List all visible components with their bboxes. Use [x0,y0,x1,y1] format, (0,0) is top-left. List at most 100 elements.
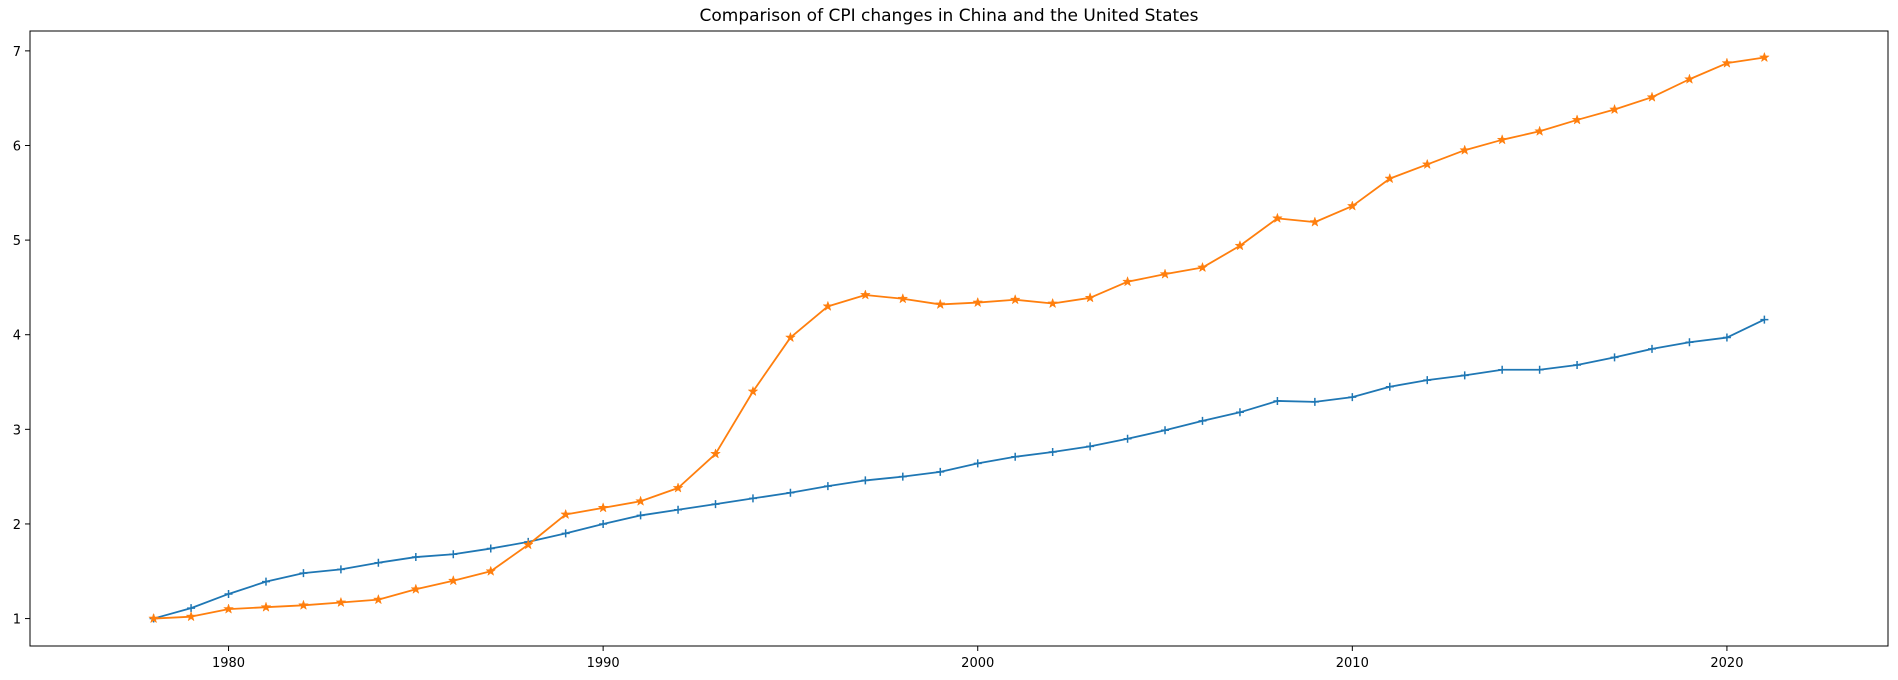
y-tick-label: 5 [13,234,21,249]
data-point [1123,434,1132,443]
data-point [784,331,796,343]
data-point [1273,396,1282,405]
y-tick-label: 2 [13,518,21,533]
data-point [711,500,720,509]
data-point [148,612,160,624]
data-point [1086,442,1095,451]
data-point [411,553,420,562]
data-point [823,482,832,491]
data-point [1459,144,1471,155]
x-tick-label: 2010 [1336,656,1369,671]
data-point [635,495,647,506]
series-line [153,56,1765,620]
data-point [674,505,683,514]
data-point [934,298,946,310]
data-point [1609,103,1621,115]
data-point [1234,240,1246,251]
data-point [936,467,945,476]
data-point [1384,172,1396,184]
data-point [1048,448,1057,457]
data-point [1047,297,1059,309]
data-point [1683,73,1695,84]
data-point [299,569,308,578]
data-point [336,565,345,574]
data-point [1346,200,1358,211]
data-point [1385,382,1394,391]
data-point [597,502,609,513]
data-point [561,529,570,538]
data-point [372,593,384,605]
data-point [1309,216,1321,227]
data-point [449,550,458,559]
data-point [1498,365,1507,374]
x-tick-label: 1990 [587,656,620,671]
data-point [522,538,534,550]
data-point [335,596,347,608]
data-point [1610,353,1619,362]
data-point [898,472,907,481]
y-tick-label: 3 [13,423,21,438]
data-point [1722,333,1731,342]
y-tick-label: 1 [13,613,21,628]
x-tick-label: 2000 [961,656,994,671]
data-point [786,488,795,497]
data-point [185,610,197,622]
data-point [187,604,196,613]
data-point [1460,371,1469,380]
data-point [1423,376,1432,385]
data-point [1721,57,1733,68]
data-point [1685,338,1694,347]
data-point [1496,134,1508,145]
data-point [1758,51,1770,63]
data-point [973,459,982,468]
x-tick-label: 2020 [1710,656,1743,671]
data-point [485,565,497,576]
data-point [972,296,984,308]
data-point [1084,292,1096,303]
data-point [261,577,270,586]
data-point [672,482,684,493]
axes-frame [29,30,1889,647]
data-point [1646,91,1658,102]
y-tick-label: 6 [13,139,21,154]
data-point [1534,125,1546,136]
data-point [861,476,870,485]
y-tick-label: 7 [13,45,21,60]
data-point [1760,315,1769,324]
data-point [859,289,871,300]
data-point [1122,275,1134,287]
y-tick-label: 4 [13,329,21,344]
data-point [747,385,759,397]
data-point [1573,360,1582,369]
data-point [748,494,757,503]
data-point [1648,344,1656,353]
data-point [374,558,383,567]
data-point [1271,212,1283,223]
data-point [560,508,572,520]
data-point [1197,261,1208,273]
data-point [1421,158,1433,170]
data-point [710,448,721,459]
chart-title: Comparison of CPI changes in China and t… [699,6,1199,26]
data-point [897,293,909,304]
data-point [486,544,495,553]
x-tick-label: 1980 [212,656,245,671]
data-point [1348,393,1357,402]
data-point [599,519,608,528]
data-point [1011,452,1020,461]
data-point [223,603,235,614]
data-point [260,601,272,612]
data-point [1161,426,1170,435]
data-point [224,589,233,598]
data-point [822,300,834,311]
data-point [447,574,459,586]
data-point [1310,397,1319,406]
data-point [1571,114,1583,125]
series-line [153,318,1765,620]
data-point [1535,365,1544,374]
data-point [1235,408,1244,417]
data-point [636,511,645,520]
data-point [410,583,422,594]
